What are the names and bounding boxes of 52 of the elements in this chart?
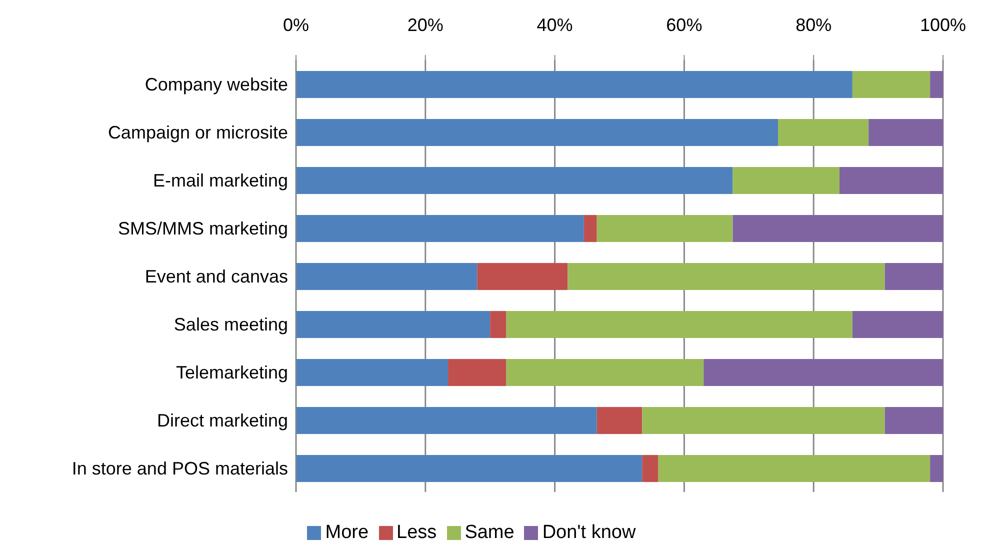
- legend-label: Less: [396, 522, 437, 543]
- bar: [642, 407, 885, 434]
- bar: [296, 71, 852, 98]
- x-tick-label: 60%: [666, 15, 702, 35]
- bar: [296, 359, 448, 386]
- x-tick-label: 100%: [920, 15, 966, 35]
- bar: [868, 119, 943, 146]
- bar: [732, 167, 840, 194]
- bar: [596, 407, 642, 434]
- bar: [642, 455, 658, 482]
- bar: [506, 359, 704, 386]
- bar: [296, 263, 478, 290]
- bar: [296, 215, 584, 242]
- y-tick-label: In store and POS materials: [72, 458, 288, 478]
- bar: [930, 71, 943, 98]
- bar: [704, 359, 943, 386]
- y-tick-label: Telemarketing: [176, 362, 288, 382]
- bar: [506, 311, 852, 338]
- y-tick-label: SMS/MMS marketing: [118, 218, 288, 238]
- bar: [884, 407, 943, 434]
- y-tick-label: E-mail marketing: [152, 170, 288, 190]
- x-tick-label: 80%: [796, 15, 832, 35]
- bar: [852, 71, 930, 98]
- bar: [596, 215, 733, 242]
- y-tick-label: Event and canvas: [144, 266, 288, 286]
- bar: [852, 311, 943, 338]
- bar: [778, 119, 869, 146]
- bar: [296, 119, 778, 146]
- legend-label: Don't know: [542, 522, 636, 543]
- legend-label: More: [325, 522, 369, 543]
- bar: [884, 263, 943, 290]
- x-tick-label: 40%: [536, 15, 573, 35]
- bar: [568, 263, 885, 290]
- bar: [296, 455, 642, 482]
- legend-label: Same: [464, 522, 514, 543]
- bar: [658, 455, 930, 482]
- bar: [296, 167, 733, 194]
- x-tick-label: 0%: [282, 15, 310, 35]
- bar: [732, 215, 943, 242]
- y-tick-label: Direct marketing: [156, 410, 288, 430]
- bar: [584, 215, 597, 242]
- bar: [477, 263, 568, 290]
- bar: [448, 359, 506, 386]
- y-tick-label: Sales meeting: [174, 314, 288, 334]
- bar: [930, 455, 943, 482]
- y-tick-label: Campaign or microsite: [108, 122, 288, 142]
- bar: [296, 311, 490, 338]
- x-tick-label: 20%: [407, 15, 444, 35]
- y-tick-label: Company website: [144, 74, 288, 94]
- bar: [839, 167, 943, 194]
- bar: [296, 407, 597, 434]
- bar: [490, 311, 506, 338]
